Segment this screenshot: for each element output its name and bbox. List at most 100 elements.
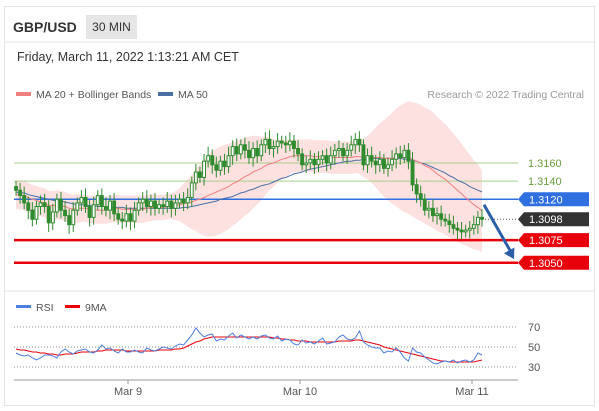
candle xyxy=(398,145,403,165)
support-lines xyxy=(14,238,518,265)
timeframe-badge[interactable] xyxy=(86,15,137,39)
candle xyxy=(357,131,362,153)
resistance-lines xyxy=(14,162,518,182)
candle xyxy=(287,132,292,152)
candle xyxy=(471,215,476,235)
candle xyxy=(22,186,27,210)
candle xyxy=(390,150,395,172)
rsi-ma-line xyxy=(15,336,483,363)
candle xyxy=(332,143,337,165)
candle xyxy=(283,135,288,153)
candles xyxy=(14,130,485,240)
candle xyxy=(214,156,219,178)
candle xyxy=(328,146,333,170)
rsi-legend-swatch xyxy=(16,305,31,308)
candle xyxy=(144,190,149,213)
candle xyxy=(341,143,346,162)
candle xyxy=(198,166,202,183)
candle xyxy=(42,193,47,213)
level-labels: 1.3160 1.3140 1.3120 1.3098 1.3075 1.3050 xyxy=(518,158,589,270)
candle xyxy=(83,188,88,213)
candle xyxy=(259,139,264,162)
candle xyxy=(349,135,354,157)
candle xyxy=(124,204,129,228)
candle xyxy=(247,141,252,164)
rsi-ma-legend-label: 9MA xyxy=(85,302,107,314)
forecast-arrow xyxy=(482,203,515,260)
candle xyxy=(87,200,92,227)
x-tick-label: Mar 9 xyxy=(114,386,142,398)
resistance-label-1: 1.3140 xyxy=(528,176,562,188)
candle xyxy=(382,153,386,174)
candle xyxy=(50,203,55,231)
last-price-label: 1.3098 xyxy=(518,212,589,227)
candle xyxy=(443,213,448,227)
candle xyxy=(263,132,268,153)
candle xyxy=(365,148,370,173)
candle xyxy=(251,142,256,167)
candle xyxy=(26,196,31,220)
candle xyxy=(14,181,19,196)
candle xyxy=(185,188,190,210)
candle xyxy=(459,221,464,240)
candle xyxy=(206,146,211,168)
candle xyxy=(361,139,366,171)
symbol-label: GBP/USD xyxy=(13,19,77,35)
candle xyxy=(218,155,223,176)
candle xyxy=(108,194,112,220)
candle xyxy=(202,153,207,186)
candle xyxy=(140,192,145,212)
candle xyxy=(128,207,133,231)
rsi-tick-labels: 70 50 30 xyxy=(528,322,540,374)
bollinger-legend-label: MA 20 + Bollinger Bands xyxy=(36,89,151,101)
candle xyxy=(149,194,153,216)
timeframe-label: 30 MIN xyxy=(92,20,131,34)
candle xyxy=(153,192,158,216)
rsi-line xyxy=(15,327,483,365)
candle xyxy=(300,148,305,171)
candle xyxy=(304,155,309,173)
rsi-tick-label: 70 xyxy=(528,322,540,334)
candle xyxy=(161,197,166,215)
x-axis: Mar 9 Mar 10 Mar 11 xyxy=(114,380,489,398)
candle xyxy=(414,178,419,203)
candle xyxy=(165,192,170,213)
datetime-label: Friday, March 11, 2022 1:13:21 AM CET xyxy=(17,50,239,64)
candle xyxy=(418,185,423,207)
support-label-0: 1.3075 xyxy=(518,233,589,248)
bollinger-legend-swatch xyxy=(16,92,31,96)
candle xyxy=(30,201,35,227)
candle xyxy=(377,151,382,173)
candle xyxy=(169,194,174,218)
candle xyxy=(373,154,378,174)
credit-label: Research © 2022 Trading Central xyxy=(427,89,584,101)
candle xyxy=(480,209,485,227)
candle xyxy=(189,176,194,207)
rsi-ma-legend-swatch xyxy=(65,305,80,308)
candle xyxy=(431,199,435,222)
candle xyxy=(95,190,100,211)
resistance-label-0: 1.3160 xyxy=(528,158,562,170)
candle xyxy=(91,196,96,225)
candle xyxy=(243,137,247,159)
candle xyxy=(59,192,63,219)
ma50-legend-swatch xyxy=(158,92,173,96)
candle xyxy=(308,150,313,170)
x-tick-label: Mar 10 xyxy=(283,386,317,398)
candle xyxy=(226,146,231,173)
candle xyxy=(38,195,43,215)
support-label-1-text: 1.3050 xyxy=(529,258,563,270)
x-tick-label: Mar 11 xyxy=(455,386,488,398)
rsi-legend-label: RSI xyxy=(36,302,54,314)
candle xyxy=(104,197,108,217)
candle xyxy=(312,152,317,174)
candle xyxy=(320,150,325,165)
candle xyxy=(455,221,460,240)
support-label-0-text: 1.3075 xyxy=(529,235,563,247)
pivot-label: 1.3120 xyxy=(518,192,589,207)
bollinger-band-area xyxy=(16,101,482,252)
candle xyxy=(292,134,296,158)
candle xyxy=(181,192,186,212)
candle xyxy=(112,192,117,222)
rsi-guide-lines xyxy=(14,326,518,368)
